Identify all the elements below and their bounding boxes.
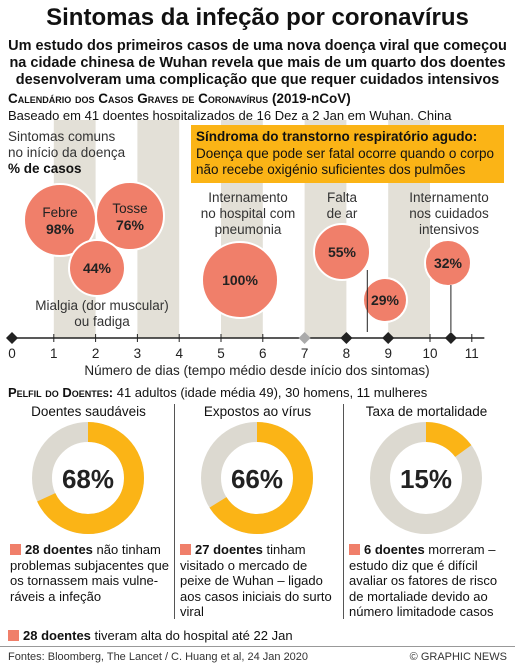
hospital-line-2: no hospital com [201, 206, 296, 221]
note-count: 6 doentes [364, 542, 425, 557]
donut-value-1: 66% [231, 464, 283, 494]
note-text: tinham visitado o mercado de peixe de Wu… [180, 542, 332, 619]
breath-line-1: Falta [327, 190, 358, 205]
day-marker [340, 332, 353, 344]
bubble-value-0: 98% [46, 221, 75, 237]
profile-title-label: Pelfil do Doentes: [8, 385, 114, 400]
ards-body-line-1: Doença que pode ser fatal ocorre quando … [196, 146, 494, 161]
page-title: Sintomas da infeção por coronavírus [46, 4, 469, 31]
x-axis-label: Número de dias (tempo médio desde início… [84, 363, 429, 378]
mortality-note: 6 doentes morreram – estudo diz que é di… [349, 542, 509, 620]
bubble-4 [313, 223, 371, 281]
myalgia-line-1: Mialgia (dor muscular) [35, 298, 169, 313]
tick-label-11: 11 [465, 346, 479, 361]
column-separator [343, 404, 344, 619]
tick-label-7: 7 [301, 346, 309, 361]
profile-column-healthy: Doentes saudáveis [6, 404, 171, 419]
sources: Fontes: Bloomberg, The Lancet / C. Huang… [8, 651, 309, 663]
day-marker [382, 332, 395, 344]
calendar-title-text: Calendário dos Casos Graves de Coronavír… [8, 91, 269, 106]
column-separator [174, 404, 175, 619]
column-title: Doentes saudáveis [31, 404, 146, 419]
myalgia-line-2: ou fadiga [74, 314, 130, 329]
bubble-3 [201, 241, 279, 319]
day-marker [298, 332, 311, 344]
note-count: 28 doentes [25, 542, 93, 557]
symptoms-line-3: % de casos [8, 161, 82, 176]
tick-label-6: 6 [259, 346, 267, 361]
donut-arc-2 [370, 422, 482, 534]
icu-line-1: Internamento [409, 190, 489, 205]
calendar-title: Calendário dos Casos Graves de Coronavír… [8, 91, 351, 106]
hospital-line-1: Internamento [208, 190, 288, 205]
footer-divider [0, 646, 515, 647]
note-count: 27 doentes [195, 542, 263, 557]
bubble-label-0: Febre [42, 205, 77, 220]
tick-label-4: 4 [175, 346, 183, 361]
tick-label-5: 5 [217, 346, 225, 361]
profile-title: Pelfil do Doentes: 41 adultos (idade méd… [8, 385, 427, 400]
ards-box [191, 125, 504, 183]
bullet-square [180, 544, 191, 555]
bubble-value-5: 29% [371, 292, 400, 308]
donut-arc-1 [201, 422, 313, 534]
timeline-chart: Síndroma do transtorno respiratório agud… [6, 120, 504, 378]
profile-subtitle: 41 adultos (idade média 49), 30 homens, … [113, 385, 428, 400]
tick-label-0: 0 [8, 346, 16, 361]
profile-column-mortality: Taxa de mortalidade [344, 404, 509, 419]
bubble-value-2: 44% [83, 260, 112, 276]
tick-label-9: 9 [384, 346, 392, 361]
bubble-2 [68, 239, 126, 297]
bubble-1 [95, 181, 165, 251]
discharged-text: tiveram alta do hospital até 22 Jan [90, 628, 293, 643]
tick-label-8: 8 [343, 346, 351, 361]
symptoms-line-1: Sintomas comuns [8, 129, 116, 144]
ards-title: Síndroma do transtorno respiratório agud… [196, 129, 477, 144]
profile-column-exposed: Expostos ao vírus [175, 404, 340, 419]
bubble-label-1: Tosse [112, 201, 147, 216]
exposed-note: 27 doentes tinham visitado o mercado de … [180, 542, 340, 620]
symptoms-line-2: no início da doença [8, 145, 126, 160]
icu-line-3: intensivos [419, 222, 479, 237]
bullet-square [8, 630, 19, 641]
donut-charts: 68% 66% 15% [32, 422, 482, 534]
breath-line-2: de ar [327, 206, 358, 221]
bullet-square [10, 544, 21, 555]
discharged-note: 28 doentes tiveram alta do hospital até … [8, 628, 293, 643]
page-subtitle: Um estudo dos primeiros casos de uma nov… [8, 38, 507, 88]
donut-value-2: 15% [400, 464, 452, 494]
discharged-count: 28 doentes [23, 628, 91, 643]
day-axis: 0 1 2 3 4 5 6 7 8 9 10 11 [6, 270, 485, 361]
bullet-square [349, 544, 360, 555]
column-title: Taxa de mortalidade [365, 404, 488, 419]
ards-body-line-2: não recebe oxigénio suficientes dos pulm… [196, 162, 466, 177]
calendar-title-suffix: (2019-nCoV) [268, 91, 351, 106]
healthy-note: 28 doentes não tinham problemas subjacen… [10, 542, 170, 604]
bubble-6 [424, 239, 472, 287]
icu-line-2: nos cuidados [409, 206, 489, 221]
donut-value-0: 68% [62, 464, 114, 494]
tick-label-10: 10 [422, 346, 437, 361]
tick-label-1: 1 [50, 346, 58, 361]
note-text: morreram – estudo diz que é difícil aval… [349, 542, 498, 619]
hospital-line-3: pneumonia [215, 222, 282, 237]
bubble-5 [362, 277, 408, 323]
note-text: não tinham problemas subjacentes que os … [10, 542, 169, 604]
tick-label-2: 2 [92, 346, 100, 361]
bubble-value-4: 55% [328, 244, 357, 260]
day-marker [444, 332, 457, 344]
calendar-subtitle: Baseado em 41 doentes hospitalizados de … [8, 108, 452, 123]
day-marker [6, 332, 18, 344]
credit: © GRAPHIC NEWS [409, 651, 507, 663]
tick-label-3: 3 [134, 346, 142, 361]
donut-arc-0 [32, 422, 144, 534]
bubble-value-1: 76% [116, 217, 145, 233]
column-title: Expostos ao vírus [203, 404, 312, 419]
bubble-value-3: 100% [222, 272, 258, 288]
bubble-value-6: 32% [434, 255, 463, 271]
